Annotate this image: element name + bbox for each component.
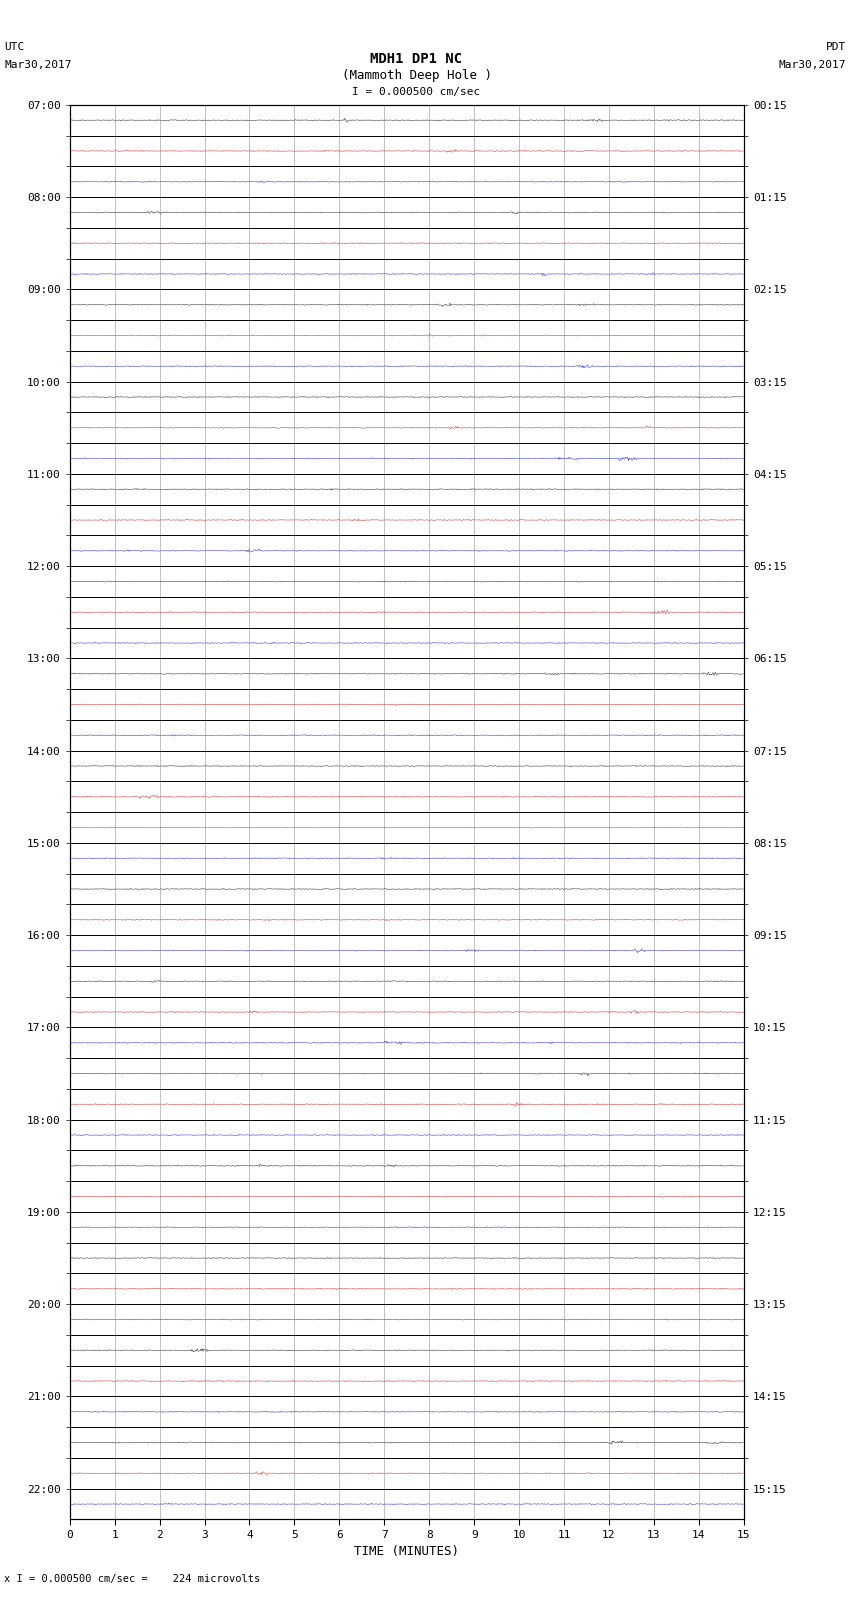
Text: (Mammoth Deep Hole ): (Mammoth Deep Hole ) — [342, 69, 491, 82]
Text: Mar30,2017: Mar30,2017 — [779, 60, 846, 69]
X-axis label: TIME (MINUTES): TIME (MINUTES) — [354, 1545, 459, 1558]
Text: Mar30,2017: Mar30,2017 — [4, 60, 71, 69]
Text: UTC: UTC — [4, 42, 25, 52]
Text: x I = 0.000500 cm/sec =    224 microvolts: x I = 0.000500 cm/sec = 224 microvolts — [4, 1574, 260, 1584]
Text: I = 0.000500 cm/sec: I = 0.000500 cm/sec — [353, 87, 480, 97]
Text: MDH1 DP1 NC: MDH1 DP1 NC — [371, 52, 462, 66]
Text: PDT: PDT — [825, 42, 846, 52]
